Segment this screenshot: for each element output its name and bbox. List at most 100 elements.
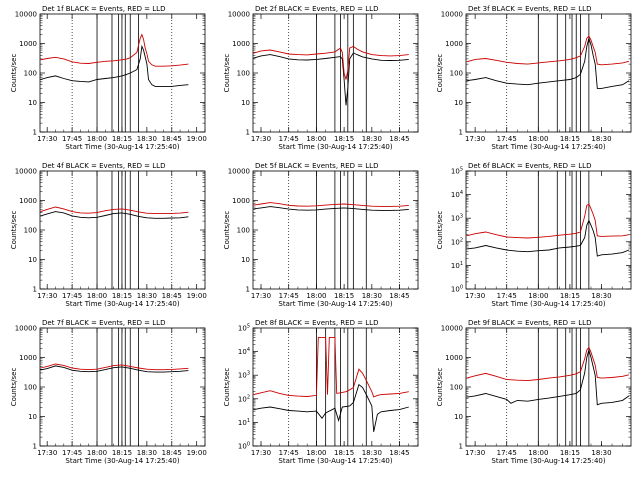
- y-tick-label: 10: [241, 256, 250, 264]
- y-axis-label: Counts/sec: [436, 368, 444, 407]
- x-tick-label: 18:15: [334, 449, 354, 457]
- y-tick-label: 103: [451, 214, 463, 223]
- x-tick-label: 17:45: [62, 449, 82, 457]
- x-axis-label: Start Time (30-Aug-14 17:25:40): [65, 300, 179, 308]
- x-tick-label: 17:30: [37, 449, 57, 457]
- x-axis-label: Start Time (30-Aug-14 17:25:40): [278, 457, 392, 465]
- x-tick-label: 17:45: [62, 135, 82, 143]
- x-tick-label: 19:00: [187, 135, 207, 143]
- y-tick-label: 1000: [445, 354, 463, 362]
- x-tick-label: 18:30: [362, 449, 382, 457]
- x-tick-label: 17:45: [497, 135, 517, 143]
- x-tick-label: 18:45: [162, 292, 182, 300]
- x-axis-label: Start Time (30-Aug-14 17:25:40): [491, 457, 605, 465]
- x-tick-label: 17:45: [279, 135, 299, 143]
- events-series-line: [466, 219, 630, 257]
- y-axis-label: Counts/sec: [436, 54, 444, 93]
- plot-frame: [252, 327, 419, 447]
- lld-series-line: [253, 202, 409, 207]
- chart-title: Det 2f BLACK = Events, RED = LLD: [255, 5, 378, 13]
- y-tick-label: 10000: [441, 11, 463, 19]
- x-axis-label: Start Time (30-Aug-14 17:25:40): [491, 143, 605, 151]
- y-axis-label: Counts/sec: [223, 368, 231, 407]
- chart-panel-9: Det 9f BLACK = Events, RED = LLD 1 10 100 10…: [436, 319, 632, 465]
- x-tick-label: 18:15: [560, 135, 580, 143]
- x-tick-label: 18:45: [389, 135, 409, 143]
- chart-title: Det 6f BLACK = Events, RED = LLD: [468, 162, 591, 170]
- y-tick-label: 10000: [228, 168, 250, 176]
- x-tick-label: 18:00: [528, 292, 548, 300]
- lld-series-line: [253, 45, 409, 80]
- y-tick-label: 102: [238, 394, 250, 403]
- x-tick-label: 17:30: [465, 449, 485, 457]
- x-tick-label: 18:00: [306, 135, 326, 143]
- x-tick-label: 18:30: [362, 135, 382, 143]
- x-tick-label: 17:30: [37, 135, 57, 143]
- x-tick-label: 18:45: [389, 292, 409, 300]
- y-tick-label: 10000: [15, 168, 37, 176]
- chart-panel-7: Det 7f BLACK = Events, RED = LLD 1 10 100 10…: [10, 319, 207, 465]
- events-series-line: [40, 44, 189, 87]
- lld-series-line: [40, 206, 189, 215]
- x-tick-label: 18:30: [591, 449, 611, 457]
- x-tick-label: 18:30: [137, 449, 157, 457]
- events-series-line: [253, 383, 409, 432]
- x-axis-label: Start Time (30-Aug-14 17:25:40): [65, 143, 179, 151]
- plot-frame: [39, 327, 206, 447]
- y-tick-label: 100: [237, 70, 250, 78]
- lld-series-line: [466, 35, 630, 66]
- x-tick-label: 17:30: [465, 292, 485, 300]
- x-tick-label: 18:15: [112, 135, 132, 143]
- x-axis-label: Start Time (30-Aug-14 17:25:40): [65, 457, 179, 465]
- y-tick-label: 1000: [445, 40, 463, 48]
- chart-panel-6: Det 6f BLACK = Events, RED = LLD 100 101 10…: [436, 162, 632, 308]
- chart-panel-3: Det 3f BLACK = Events, RED = LLD 1 10 100 10…: [436, 5, 632, 151]
- events-series-line: [40, 365, 189, 373]
- chart-title: Det 9f BLACK = Events, RED = LLD: [468, 319, 591, 327]
- chart-panel-5: Det 5f BLACK = Events, RED = LLD 1 10 100 10…: [223, 162, 419, 308]
- y-tick-label: 1000: [232, 40, 250, 48]
- x-axis-label: Start Time (30-Aug-14 17:25:40): [278, 143, 392, 151]
- x-tick-label: 18:00: [87, 292, 107, 300]
- x-tick-label: 18:00: [306, 449, 326, 457]
- events-series-line: [466, 348, 630, 406]
- plot-frame: [465, 327, 632, 447]
- plot-frame: [465, 170, 632, 290]
- chart-title: Det 7f BLACK = Events, RED = LLD: [42, 319, 165, 327]
- y-tick-label: 1000: [19, 354, 37, 362]
- x-tick-label: 17:45: [497, 292, 517, 300]
- x-tick-label: 17:45: [62, 292, 82, 300]
- y-tick-label: 101: [451, 261, 463, 270]
- x-tick-label: 18:15: [334, 292, 354, 300]
- y-tick-label: 100: [237, 227, 250, 235]
- x-tick-label: 18:30: [362, 292, 382, 300]
- x-tick-label: 18:30: [137, 135, 157, 143]
- y-axis-label: Counts/sec: [223, 211, 231, 250]
- y-axis-label: Counts/sec: [10, 54, 18, 93]
- y-tick-label: 102: [451, 237, 463, 246]
- events-series-line: [40, 211, 189, 219]
- plot-frame: [252, 170, 419, 290]
- x-tick-label: 18:30: [137, 292, 157, 300]
- y-tick-label: 100: [451, 285, 463, 294]
- x-tick-label: 17:45: [497, 449, 517, 457]
- y-tick-label: 100: [24, 227, 37, 235]
- y-tick-label: 10000: [228, 11, 250, 19]
- y-tick-label: 100: [450, 384, 463, 392]
- chart-title: Det 1f BLACK = Events, RED = LLD: [42, 5, 165, 13]
- y-tick-label: 100: [24, 384, 37, 392]
- y-tick-label: 1: [459, 443, 463, 451]
- x-tick-label: 19:00: [187, 449, 207, 457]
- y-tick-label: 10: [28, 99, 37, 107]
- x-axis-label: Start Time (30-Aug-14 17:25:40): [491, 300, 605, 308]
- y-tick-label: 104: [451, 190, 463, 199]
- y-tick-label: 100: [238, 442, 250, 451]
- x-tick-label: 18:15: [560, 449, 580, 457]
- x-tick-label: 18:00: [306, 292, 326, 300]
- lld-series-line: [40, 363, 189, 371]
- y-tick-label: 10: [28, 256, 37, 264]
- x-tick-label: 18:15: [112, 449, 132, 457]
- y-tick-label: 10: [241, 99, 250, 107]
